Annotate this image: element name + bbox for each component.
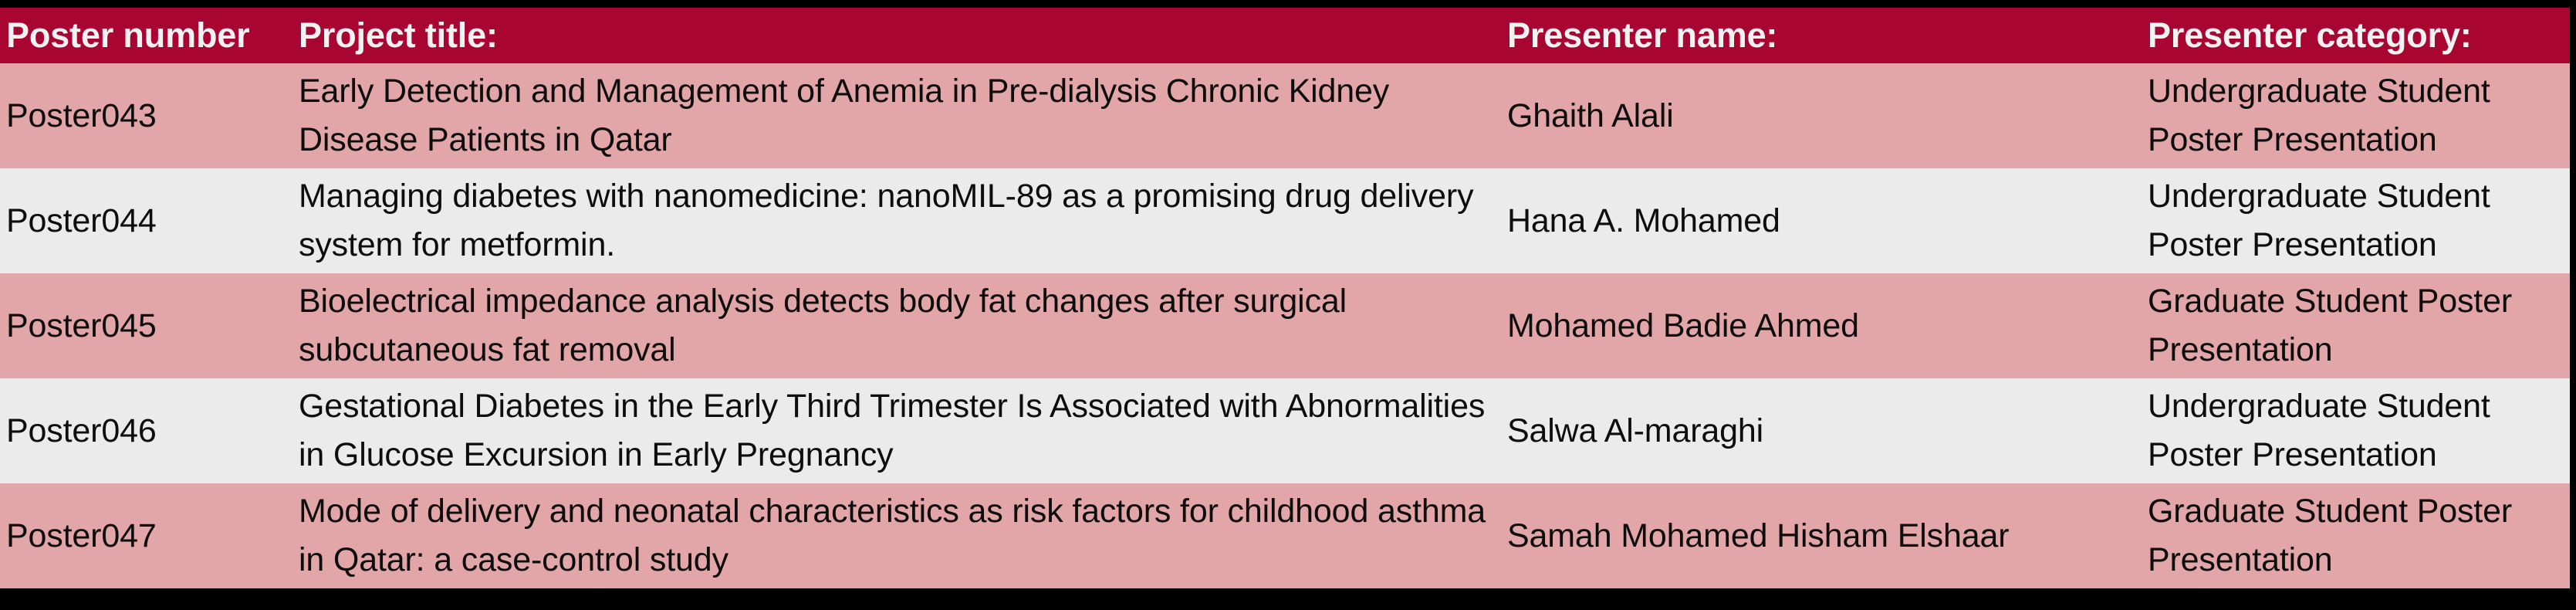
cell-project-title: Managing diabetes with nanomedicine: nan… [289, 168, 1501, 273]
table-row: Poster045 Bioelectrical impedance analys… [0, 273, 2570, 378]
cell-project-title: Early Detection and Management of Anemia… [289, 63, 1501, 168]
table-row: Poster046 Gestational Diabetes in the Ea… [0, 378, 2570, 483]
cell-presenter-category: Undergraduate Student Poster Presentatio… [2142, 378, 2570, 483]
poster-table-frame: Poster number Project title: Presenter n… [0, 8, 2570, 588]
cell-project-title: Gestational Diabetes in the Early Third … [289, 378, 1501, 483]
table-row: Poster044 Managing diabetes with nanomed… [0, 168, 2570, 273]
cell-project-title: Bioelectrical impedance analysis detects… [289, 273, 1501, 378]
cell-poster-number: Poster045 [0, 273, 289, 378]
cell-presenter-category: Graduate Student Poster Presentation [2142, 273, 2570, 378]
poster-schedule-table: Poster number Project title: Presenter n… [0, 8, 2570, 588]
cell-presenter-name: Samah Mohamed Hisham Elshaar [1501, 483, 2142, 588]
header-row: Poster number Project title: Presenter n… [0, 8, 2570, 63]
cell-presenter-category: Graduate Student Poster Presentation [2142, 483, 2570, 588]
column-header-presenter-name: Presenter name: [1501, 8, 2142, 63]
table-row: Poster043 Early Detection and Management… [0, 63, 2570, 168]
column-header-presenter-category: Presenter category: [2142, 8, 2570, 63]
table-row: Poster047 Mode of delivery and neonatal … [0, 483, 2570, 588]
column-header-poster-number: Poster number [0, 8, 289, 63]
cell-project-title: Mode of delivery and neonatal characteri… [289, 483, 1501, 588]
cell-poster-number: Poster043 [0, 63, 289, 168]
cell-poster-number: Poster047 [0, 483, 289, 588]
column-header-project-title: Project title: [289, 8, 1501, 63]
cell-poster-number: Poster046 [0, 378, 289, 483]
cell-poster-number: Poster044 [0, 168, 289, 273]
cell-presenter-name: Hana A. Mohamed [1501, 168, 2142, 273]
cell-presenter-name: Mohamed Badie Ahmed [1501, 273, 2142, 378]
cell-presenter-category: Undergraduate Student Poster Presentatio… [2142, 63, 2570, 168]
cell-presenter-name: Salwa Al-maraghi [1501, 378, 2142, 483]
cell-presenter-name: Ghaith Alali [1501, 63, 2142, 168]
cell-presenter-category: Undergraduate Student Poster Presentatio… [2142, 168, 2570, 273]
